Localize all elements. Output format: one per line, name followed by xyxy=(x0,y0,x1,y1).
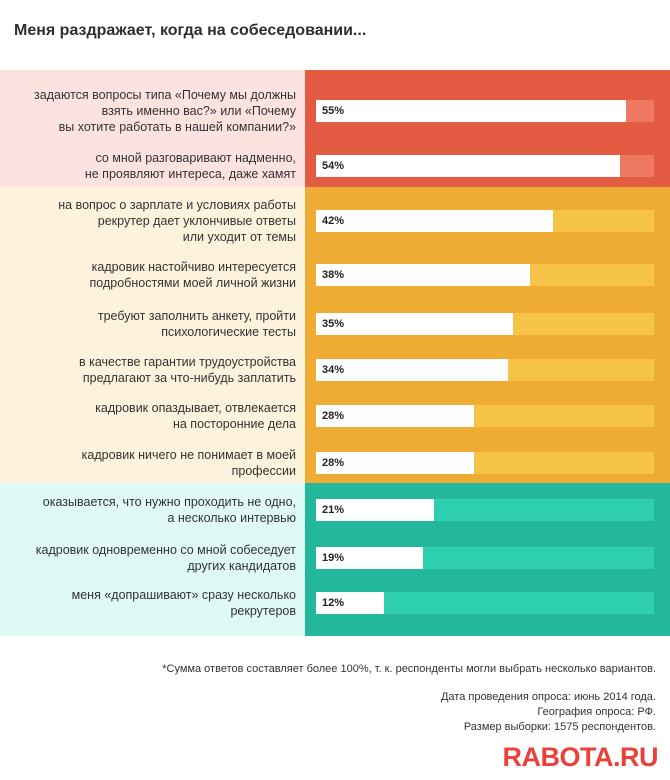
chart-title: Меня раздражает, когда на собеседовании.… xyxy=(14,22,367,39)
group-teal-label-bg xyxy=(0,483,305,636)
group-red-label-bg xyxy=(0,70,305,187)
bar-label-line: других кандидатов xyxy=(187,559,296,573)
bar-value-label: 19% xyxy=(322,552,345,564)
bar-track: 55% xyxy=(316,100,654,122)
survey-geography: География опроса: РФ. xyxy=(537,706,656,718)
bar-track: 19% xyxy=(316,547,654,569)
bar-label-line: задаются вопросы типа «Почему мы должны xyxy=(34,88,296,102)
bar-label: кадровик ничего не понимает в моей профес… xyxy=(0,447,296,479)
bar-fill xyxy=(316,452,474,474)
bar-label: требуют заполнить анкету, пройти психолог… xyxy=(0,308,296,340)
bar-value-label: 28% xyxy=(322,410,345,422)
bar-fill xyxy=(316,499,434,521)
bar-fill xyxy=(316,405,474,427)
bar-value-label: 34% xyxy=(322,364,345,376)
bar-track: 35% xyxy=(316,313,654,335)
bar-fill xyxy=(316,359,508,381)
bar-value-label: 42% xyxy=(322,215,345,227)
bar-label: меня «допрашивают» сразу несколько рекрут… xyxy=(0,587,296,619)
bar-fill xyxy=(316,592,384,614)
bar-fill xyxy=(316,155,620,177)
bar-track: 21% xyxy=(316,499,654,521)
bar-value-label: 12% xyxy=(322,597,345,609)
bar-label-line: а несколько интервью xyxy=(167,511,296,525)
bar-value-label: 38% xyxy=(322,269,345,281)
bar-label-line: в качестве гарантии трудоустройства xyxy=(79,355,296,369)
bar-label-line: взять именно вас?» или «Почему xyxy=(101,104,296,118)
bar-value-label: 21% xyxy=(322,504,345,516)
bar-value-label: 55% xyxy=(322,105,345,117)
bar-track: 28% xyxy=(316,405,654,427)
bar-value-label: 35% xyxy=(322,318,345,330)
bar-fill xyxy=(316,547,423,569)
bar-label-line: на посторонние дела xyxy=(172,417,296,431)
bar-label: на вопрос о зарплате и условиях работы ре… xyxy=(0,197,296,245)
bar-label-line: вы хотите работать в нашей компании?» xyxy=(58,120,296,134)
bar-track: 38% xyxy=(316,264,654,286)
bar-label: оказывается, что нужно проходить не одно… xyxy=(0,494,296,526)
bar-label-line: предлагают за что-нибудь заплатить xyxy=(82,371,296,385)
bar-label: кадровик опаздывает, отвлекается на посто… xyxy=(0,400,296,432)
bar-chart: задаются вопросы типа «Почему мы должны в… xyxy=(0,70,670,636)
bar-value-label: 54% xyxy=(322,160,345,172)
bar-track: 34% xyxy=(316,359,654,381)
bar-fill xyxy=(316,210,553,232)
bar-label-line: меня «допрашивают» сразу несколько xyxy=(71,588,296,602)
bar-track: 42% xyxy=(316,210,654,232)
bar-label-line: психологические тесты xyxy=(161,325,296,339)
group-red xyxy=(0,70,670,187)
bar-label: в качестве гарантии трудоустройства предл… xyxy=(0,354,296,386)
rabota-logo: RABOTA.RU xyxy=(502,742,659,772)
group-orange-label-bg xyxy=(0,187,305,483)
bar-label-line: не проявляют интереса, даже хамят xyxy=(84,167,296,181)
bar-label-line: требуют заполнить анкету, пройти xyxy=(97,309,296,323)
bar-track: 12% xyxy=(316,592,654,614)
survey-sample: Размер выборки: 1575 респондентов. xyxy=(463,721,656,733)
bar-label-line: кадровик ничего не понимает в моей xyxy=(81,448,296,462)
bar-value-label: 28% xyxy=(322,457,345,469)
bar-label-line: на вопрос о зарплате и условиях работы xyxy=(58,198,296,212)
bar-label-line: или уходит от темы xyxy=(182,230,296,244)
bar-label-line: подробностями моей личной жизни xyxy=(89,276,296,290)
bar-label-line: кадровик одновременно со мной собеседует xyxy=(35,543,296,557)
bar-label-line: кадровик настойчиво интересуется xyxy=(91,260,296,274)
bar-label: задаются вопросы типа «Почему мы должны в… xyxy=(0,87,296,135)
footnote: *Сумма ответов составляет более 100%, т.… xyxy=(162,663,656,675)
group-orange-bar-bg xyxy=(305,187,670,483)
bar-fill xyxy=(316,313,513,335)
bar-label: кадровик одновременно со мной собеседует… xyxy=(0,542,296,574)
bar-label-line: со мной разговаривают надменно, xyxy=(95,151,296,165)
survey-meta: Дата проведения опроса: июнь 2014 года. … xyxy=(441,690,656,735)
bar-label: кадровик настойчиво интересуется подробно… xyxy=(0,259,296,291)
bar-label-line: оказывается, что нужно проходить не одно… xyxy=(42,495,296,509)
bar-fill xyxy=(316,100,626,122)
bar-label: со мной разговаривают надменно, не проявл… xyxy=(0,150,296,182)
group-orange xyxy=(0,187,670,483)
bar-fill xyxy=(316,264,530,286)
bar-label-line: профессии xyxy=(231,464,296,478)
survey-date: Дата проведения опроса: июнь 2014 года. xyxy=(440,691,656,703)
bar-label-line: кадровик опаздывает, отвлекается xyxy=(95,401,296,415)
bar-label-line: рекрутер дает уклончивые ответы xyxy=(97,214,296,228)
bar-track: 54% xyxy=(316,155,654,177)
bar-label-line: рекрутеров xyxy=(230,604,296,618)
bar-track: 28% xyxy=(316,452,654,474)
